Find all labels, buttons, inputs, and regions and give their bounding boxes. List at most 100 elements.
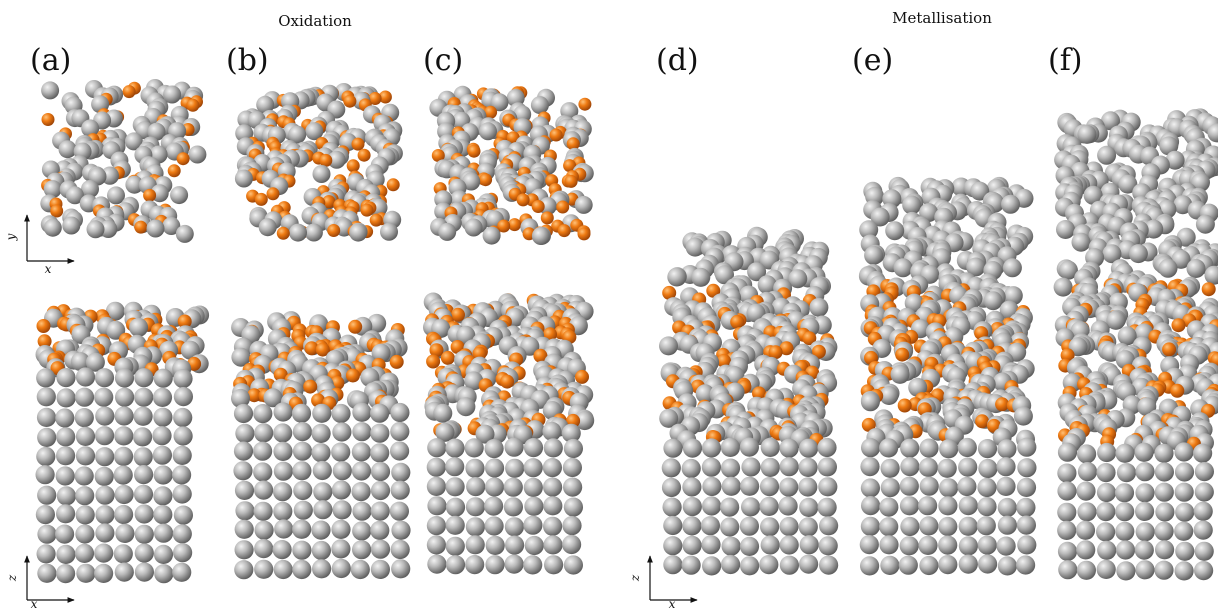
metal-atom [900,516,920,537]
metal-atom [35,465,55,485]
metal-atom [1174,561,1194,581]
metal-atom [938,496,958,516]
metal-atom [235,423,255,443]
metal-atom [1017,535,1037,555]
metal-atom [391,520,411,540]
metal-atom [56,544,76,565]
metal-atom [134,543,154,563]
metal-atom [918,457,939,477]
metal-atom [1101,111,1120,131]
oxygen-atom [717,353,731,368]
metal-atom [1057,463,1077,483]
metal-atom [153,504,173,525]
metal-atom [524,496,544,516]
metal-atom [1175,541,1195,561]
metal-atom [759,555,779,575]
metal-atom [352,521,372,541]
panel-label-d: (d) [656,43,699,78]
metal-atom [172,562,192,582]
metal-atom [445,515,465,535]
metal-atom [331,519,351,540]
metal-atom [1186,259,1206,278]
oxygen-atom [472,346,487,361]
metal-atom [465,497,486,517]
metal-atom [977,497,997,517]
section-title-metallisation: Metallisation [892,9,992,27]
metal-atom [685,237,705,257]
metal-atom [56,427,76,447]
panel-c-side-view [423,292,595,575]
metal-atom [75,505,95,525]
metal-atom [129,317,149,337]
metal-atom [313,482,333,502]
metal-atom [445,497,466,517]
metal-atom [106,320,126,340]
metal-atom [484,516,504,536]
metal-atom [1106,310,1126,330]
metal-atom [332,500,352,520]
metal-atom [919,555,939,576]
panel-c-top-view [429,85,594,245]
metal-atom [860,457,880,477]
metal-atom [740,556,760,576]
metal-atom [997,439,1017,459]
metal-atom [293,480,313,501]
oxygen-atom [426,354,441,369]
oxygen-atom [41,113,55,126]
metal-atom [1174,442,1194,462]
metal-atom [312,460,332,481]
metal-atom [739,437,760,457]
metal-atom [462,172,481,191]
metal-atom [1174,521,1194,541]
metal-atom [1115,521,1135,542]
metal-atom [134,524,154,544]
metal-atom [1193,520,1213,540]
oxygen-atom [897,398,912,413]
metal-atom [234,169,253,188]
metal-atom [95,406,115,426]
metal-atom [1076,560,1096,580]
oxygen-atom [564,174,578,188]
metal-atom [352,422,372,442]
metal-atom [904,293,924,313]
metal-atom [172,524,192,544]
metal-atom [701,457,722,477]
metal-atom [273,423,293,443]
metal-atom [272,540,292,560]
metal-atom [188,145,207,164]
axis-indicator-side-metallisation: z x [628,555,698,608]
metal-atom [41,81,60,100]
metal-atom [1135,462,1155,482]
metal-atom [721,536,741,556]
oxygen-atom [484,105,498,119]
metal-atom [1191,172,1210,192]
metal-atom [95,505,115,525]
metal-atom [1058,260,1078,280]
metal-atom [1194,541,1214,561]
metal-atom [43,218,62,237]
metal-atom [1135,501,1155,521]
oxygen-atom [895,347,910,362]
oxygen-atom [368,92,382,105]
metal-atom [504,554,524,574]
metal-atom [1117,326,1137,346]
metal-atom [254,559,274,579]
oxygen-atom [303,379,318,394]
metal-atom [234,560,254,580]
metal-atom [701,438,722,458]
oxygen-atom [357,148,371,162]
oxygen-atom [497,219,511,233]
metal-atom [1075,520,1096,540]
metal-atom [1128,244,1148,264]
metal-atom [292,540,312,560]
metal-atom [682,535,702,556]
metal-atom [312,165,331,183]
oxygen-atom [440,350,455,365]
metal-atom [779,457,799,477]
metal-atom [543,535,563,555]
metal-atom [133,484,154,504]
metal-atom [370,480,391,501]
metal-atom [720,437,741,457]
metal-atom [370,501,390,521]
metal-atom [37,563,57,583]
